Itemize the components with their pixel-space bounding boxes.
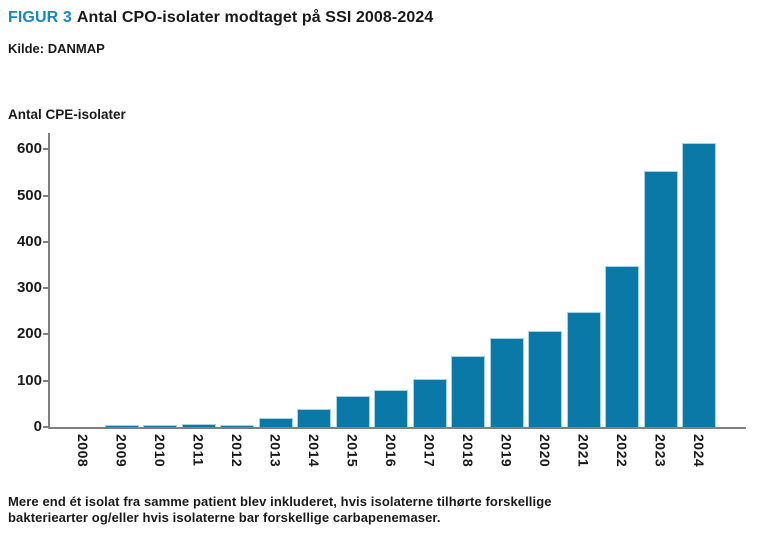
- bar-slot-2017: 2017: [412, 379, 447, 467]
- bar-2018: [451, 355, 485, 427]
- x-tick-label-2023: 2023: [652, 434, 669, 468]
- y-tick-label: 600: [16, 140, 42, 158]
- y-tick: [43, 379, 50, 382]
- y-tick-label: 300: [16, 279, 42, 297]
- bar-2021: [566, 312, 601, 427]
- y-axis-title: Antal CPE-isolater: [8, 107, 126, 122]
- bar-2013: [258, 417, 293, 427]
- x-tick-label-2024: 2024: [691, 434, 707, 468]
- y-tick-label: 200: [16, 325, 42, 343]
- bar-2024: [682, 142, 716, 427]
- source-line: Kilde: DANMAP: [8, 41, 105, 56]
- y-tick-label: 100: [16, 371, 42, 389]
- figure-title-text: Antal CPO-isolater modtaget på SSI 2008-…: [76, 9, 434, 26]
- bar-slot-2024: 2024: [682, 142, 716, 467]
- bar-slot-2012: 2012: [220, 424, 254, 467]
- x-tick-label-2009: 2009: [113, 434, 130, 468]
- bar-2015: [335, 396, 370, 427]
- x-tick-label-2014: 2014: [306, 434, 322, 468]
- bar-slot-2010: 2010: [143, 425, 177, 467]
- y-tick-label: 0: [33, 418, 42, 435]
- x-tick-label-2022: 2022: [614, 434, 630, 468]
- bar-slot-2021: 2021: [566, 312, 601, 467]
- bar-slot-2014: 2014: [297, 409, 331, 467]
- bar-slot-2015: 2015: [335, 396, 370, 467]
- bar-2014: [297, 409, 331, 427]
- x-tick-label-2012: 2012: [229, 434, 245, 468]
- x-tick-label-2010: 2010: [152, 434, 168, 468]
- x-tick-label-2021: 2021: [575, 434, 592, 468]
- y-tick: [43, 240, 50, 243]
- footnote: Mere end ét isolat fra samme patient ble…: [8, 494, 552, 526]
- bar-2010: [143, 425, 177, 427]
- y-tick-label: 500: [16, 186, 42, 204]
- bar-slot-2022: 2022: [605, 266, 639, 467]
- bar-slot-2009: 2009: [104, 424, 139, 467]
- footnote-line-1: Mere end ét isolat fra samme patient ble…: [8, 494, 552, 509]
- y-tick: [43, 426, 50, 428]
- bar-slot-2020: 2020: [528, 330, 562, 467]
- x-tick-label-2008: 2008: [75, 434, 91, 468]
- y-tick: [43, 333, 50, 336]
- x-tick-label-2019: 2019: [498, 434, 515, 468]
- y-tick: [43, 287, 50, 290]
- bar-slot-2018: 2018: [451, 355, 485, 467]
- bar-2017: [412, 379, 447, 427]
- bars-container: 2008 2009 2010 2011 2012 2013 2014 2015 2016 2017…: [66, 133, 716, 467]
- plot-area: 0 100 200 300 400 500 600 2008 2009 2010 2011 2012…: [17, 133, 746, 467]
- bar-2019: [489, 338, 524, 427]
- bar-2016: [374, 390, 408, 427]
- bar-slot-2013: 2013: [258, 417, 293, 467]
- bar-2011: [181, 423, 216, 427]
- bar-slot-2011: 2011: [181, 423, 216, 466]
- x-tick-label-2011: 2011: [190, 434, 207, 467]
- x-tick-label-2015: 2015: [344, 434, 361, 468]
- bar-2009: [104, 424, 139, 427]
- figure-number-label: FIGUR 3: [8, 9, 72, 26]
- y-tick: [43, 194, 50, 197]
- bar-slot-2016: 2016: [374, 390, 408, 467]
- x-tick-label-2013: 2013: [267, 434, 284, 468]
- x-tick-label-2020: 2020: [537, 434, 553, 468]
- footnote-line-2: bakteriearter og/eller hvis isolaterne b…: [8, 510, 441, 525]
- y-tick-label: 400: [16, 232, 42, 250]
- bar-2023: [643, 171, 678, 427]
- bar-2012: [220, 424, 254, 427]
- x-tick-label-2017: 2017: [421, 434, 438, 468]
- x-tick-label-2016: 2016: [383, 434, 399, 468]
- bar-2020: [528, 330, 562, 427]
- bar-2022: [605, 266, 639, 427]
- bar-slot-2019: 2019: [489, 338, 524, 467]
- figure-title: FIGUR 3 Antal CPO-isolater modtaget på SS…: [8, 9, 433, 27]
- bar-slot-2023: 2023: [643, 171, 678, 467]
- y-tick: [43, 148, 50, 151]
- x-tick-label-2018: 2018: [460, 434, 476, 468]
